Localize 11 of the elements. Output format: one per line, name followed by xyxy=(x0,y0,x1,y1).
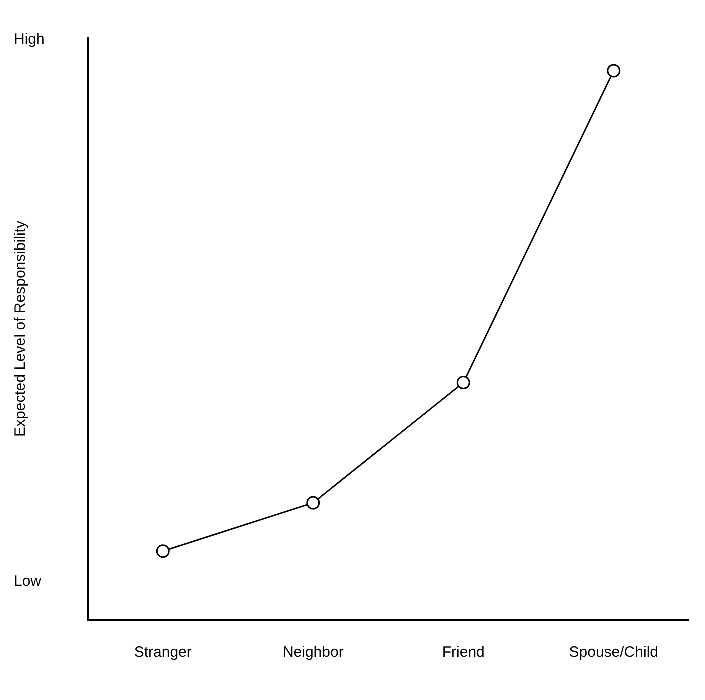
x-tick-label: Neighbor xyxy=(282,644,344,662)
text: Low xyxy=(14,573,42,590)
point xyxy=(456,376,470,390)
x-tick-label: Spouse/Child xyxy=(569,644,658,662)
x-tick-label: Friend xyxy=(442,644,485,662)
point xyxy=(607,64,621,78)
point xyxy=(156,544,170,558)
y-axis-title: Expected Level of Responsibility xyxy=(12,220,30,437)
point xyxy=(306,496,320,510)
x-tick-label: Stranger xyxy=(134,644,192,662)
text: High xyxy=(14,31,45,48)
